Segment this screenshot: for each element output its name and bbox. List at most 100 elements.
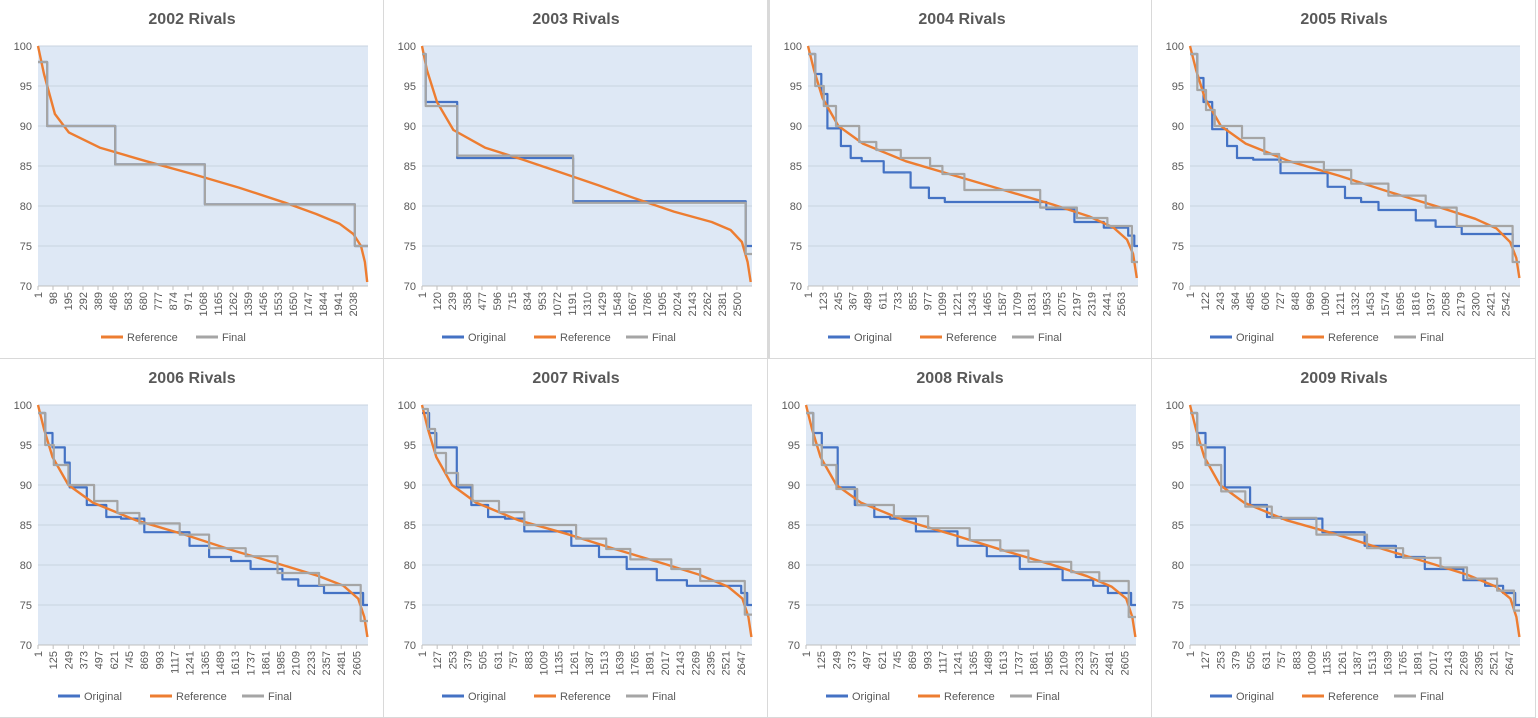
chart-title: 2006 Rivals bbox=[148, 370, 235, 387]
x-tick-label: 1695 bbox=[1395, 292, 1407, 316]
y-tick-label: 85 bbox=[790, 161, 802, 173]
x-tick-label: 2521 bbox=[1489, 651, 1501, 675]
x-tick-label: 1 bbox=[1185, 292, 1197, 298]
x-tick-label: 2441 bbox=[1101, 292, 1113, 316]
x-tick-label: 245 bbox=[833, 292, 845, 310]
x-tick-label: 2357 bbox=[321, 651, 333, 675]
y-tick-label: 95 bbox=[20, 81, 32, 93]
series-line-reference bbox=[806, 45, 1138, 279]
x-tick-label: 1574 bbox=[1380, 292, 1392, 316]
x-tick-label: 855 bbox=[907, 292, 919, 310]
x-tick-label: 1090 bbox=[1320, 292, 1332, 316]
series-line-final bbox=[38, 411, 368, 623]
x-tick-label: 869 bbox=[139, 651, 151, 669]
x-tick-label: 1165 bbox=[213, 292, 225, 316]
y-tick-label: 75 bbox=[1172, 600, 1184, 612]
legend-label-final: Final bbox=[222, 332, 246, 344]
x-tick-label: 1553 bbox=[273, 292, 285, 316]
y-tick-label: 70 bbox=[788, 640, 800, 652]
x-tick-label: 1941 bbox=[333, 292, 345, 316]
x-tick-label: 977 bbox=[922, 292, 934, 310]
x-tick-label: 757 bbox=[508, 651, 520, 669]
chart-title: 2004 Rivals bbox=[918, 11, 1005, 28]
legend-label-original: Original bbox=[854, 332, 892, 344]
y-tick-label: 100 bbox=[398, 41, 416, 53]
x-tick-label: 1613 bbox=[230, 651, 242, 675]
x-tick-label: 1135 bbox=[554, 651, 566, 675]
series-line-final bbox=[806, 411, 1136, 619]
y-tick-label: 100 bbox=[14, 41, 32, 53]
y-tick-label: 100 bbox=[14, 400, 32, 412]
x-tick-label: 1891 bbox=[645, 651, 657, 675]
x-tick-label: 2395 bbox=[1473, 651, 1485, 675]
x-tick-label: 1387 bbox=[584, 651, 596, 675]
chart-svg: 2009 Rivals 100 95 90 85 80 75 701 127 253 379 505 6… bbox=[1166, 370, 1521, 703]
x-tick-label: 883 bbox=[1291, 651, 1303, 669]
y-tick-label: 100 bbox=[784, 41, 802, 53]
legend-label-reference: Reference bbox=[560, 691, 611, 703]
x-tick-label: 631 bbox=[1261, 651, 1273, 669]
x-tick-label: 621 bbox=[877, 651, 889, 669]
x-tick-label: 834 bbox=[522, 292, 534, 310]
chart-panel-2009: 2009 Rivals 100 95 90 85 80 75 70 1 127 253 379 505 6… bbox=[1152, 359, 1536, 718]
y-tick-label: 90 bbox=[790, 121, 802, 133]
x-tick-label: 485 bbox=[1245, 292, 1257, 310]
x-tick-label: 364 bbox=[1230, 292, 1242, 310]
x-tick-label: 1135 bbox=[1322, 651, 1334, 675]
x-tick-label: 358 bbox=[462, 292, 474, 310]
x-tick-label: 489 bbox=[863, 292, 875, 310]
legend-label-final: Final bbox=[652, 332, 676, 344]
chart-title: 2003 Rivals bbox=[532, 11, 619, 28]
x-tick-label: 1310 bbox=[582, 292, 594, 316]
x-tick-label: 971 bbox=[183, 292, 195, 310]
x-tick-label: 1359 bbox=[243, 292, 255, 316]
y-tick-label: 70 bbox=[20, 640, 32, 652]
x-tick-label: 621 bbox=[109, 651, 121, 669]
x-tick-label: 1489 bbox=[983, 651, 995, 675]
legend-label-original: Original bbox=[468, 332, 506, 344]
series-line-final bbox=[38, 60, 368, 248]
x-tick-label: 596 bbox=[492, 292, 504, 310]
x-tick-label: 477 bbox=[477, 292, 489, 310]
chart-panel-2002: 2002 Rivals 100 95 90 85 80 75 70 1 98 195 292 389 48… bbox=[0, 0, 384, 359]
x-tick-label: 1639 bbox=[1382, 651, 1394, 675]
x-tick-label: 2481 bbox=[1104, 651, 1116, 675]
x-tick-label: 505 bbox=[478, 651, 490, 669]
y-tick-label: 75 bbox=[790, 241, 802, 253]
x-tick-label: 745 bbox=[892, 651, 904, 669]
x-tick-label: 1765 bbox=[1398, 651, 1410, 675]
legend-label-final: Final bbox=[1038, 332, 1062, 344]
x-tick-label: 869 bbox=[907, 651, 919, 669]
x-tick-label: 1650 bbox=[288, 292, 300, 316]
x-tick-label: 1191 bbox=[567, 292, 579, 316]
x-tick-label: 1953 bbox=[1042, 292, 1054, 316]
x-tick-label: 1211 bbox=[1335, 292, 1347, 316]
legend-label-final: Final bbox=[1420, 691, 1444, 703]
series-line-original bbox=[806, 411, 1136, 607]
y-tick-label: 95 bbox=[1172, 440, 1184, 452]
y-tick-label: 85 bbox=[1172, 520, 1184, 532]
x-tick-label: 993 bbox=[154, 651, 166, 669]
x-tick-label: 715 bbox=[507, 292, 519, 310]
x-tick-label: 2109 bbox=[1059, 651, 1071, 675]
x-tick-label: 389 bbox=[93, 292, 105, 310]
y-tick-label: 90 bbox=[1172, 121, 1184, 133]
x-tick-label: 292 bbox=[78, 292, 90, 310]
x-tick-label: 2269 bbox=[1458, 651, 1470, 675]
x-tick-label: 1816 bbox=[1410, 292, 1422, 316]
x-tick-label: 2024 bbox=[672, 292, 684, 316]
x-tick-label: 2381 bbox=[717, 292, 729, 316]
x-tick-label: 98 bbox=[48, 292, 60, 304]
chart-panel-2007: 2007 Rivals 100 95 90 85 80 75 70 1 127 253 379 505 6… bbox=[384, 359, 768, 718]
x-tick-label: 379 bbox=[1231, 651, 1243, 669]
series-line-final bbox=[422, 52, 752, 256]
y-tick-label: 90 bbox=[1172, 480, 1184, 492]
legend-label-final: Final bbox=[1036, 691, 1060, 703]
x-tick-label: 1937 bbox=[1425, 292, 1437, 316]
chart-svg: 2003 Rivals 100 95 90 85 80 75 701 120 239 358 477 5… bbox=[398, 11, 752, 344]
x-tick-label: 2647 bbox=[736, 651, 748, 675]
x-tick-label: 379 bbox=[463, 651, 475, 669]
y-tick-label: 75 bbox=[20, 600, 32, 612]
x-tick-label: 125 bbox=[816, 651, 828, 669]
y-tick-label: 70 bbox=[1172, 281, 1184, 293]
